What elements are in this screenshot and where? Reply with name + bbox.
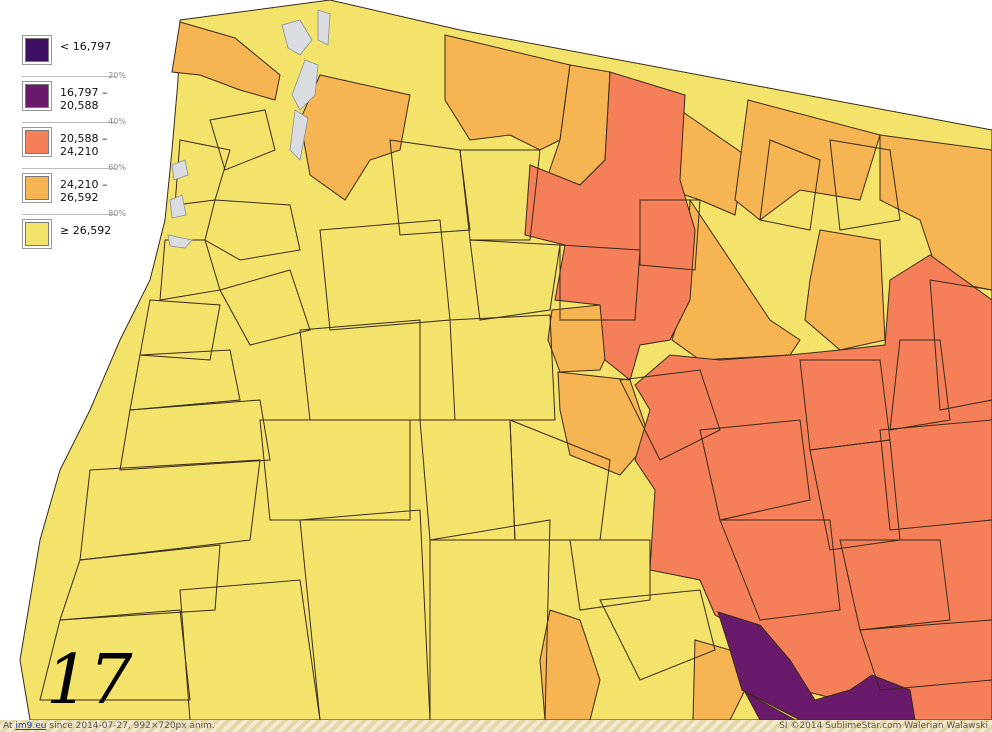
legend-divider	[22, 76, 116, 77]
legend: < 16,797 20% 16,797 – 20,588 40% 20,588 …	[22, 36, 134, 266]
region-purple-1	[717, 611, 916, 720]
legend-swatch	[25, 176, 49, 200]
footer-left: At im9.eu since 2014-07-27, 992×720px an…	[3, 720, 215, 732]
puget-sound-water	[167, 9, 331, 249]
footer-bar: At im9.eu since 2014-07-27, 992×720px an…	[0, 720, 992, 732]
legend-item-3: 40% 20,588 – 24,210	[22, 117, 134, 174]
legend-item-2: 20% 16,797 – 20,588	[22, 71, 134, 128]
region-light-orange-south2	[692, 639, 746, 720]
region-light-orange-south	[539, 609, 601, 720]
frame-number: 17	[46, 641, 133, 720]
legend-divider-percent: 20%	[108, 71, 126, 80]
legend-item-5: 80% ≥ 26,592	[22, 209, 134, 266]
legend-label: 20,588 – 24,210	[60, 132, 108, 158]
legend-swatch	[25, 38, 49, 62]
county-borders	[39, 109, 992, 720]
footer-credit: SI ©2014 SublimeStar.com Walerian Walaws…	[779, 721, 988, 731]
legend-label: ≥ 26,592	[60, 224, 112, 237]
legend-divider	[22, 122, 116, 123]
legend-divider	[22, 214, 116, 215]
legend-item-1: < 16,797	[22, 36, 134, 82]
legend-swatch	[25, 84, 49, 108]
footer-suffix: since 2014-07-27, 992×720px anim.	[49, 721, 215, 731]
footer-prefix: At	[3, 721, 13, 731]
legend-swatch	[25, 130, 49, 154]
legend-item-4: 60% 24,210 – 26,592	[22, 163, 134, 220]
region-orange-panhandle	[524, 71, 696, 381]
legend-label: < 16,797	[60, 40, 112, 53]
legend-divider-percent: 60%	[108, 163, 126, 172]
legend-divider-percent: 80%	[108, 209, 126, 218]
legend-label: 16,797 – 20,588	[60, 86, 108, 112]
legend-divider-percent: 40%	[108, 117, 126, 126]
legend-swatch	[25, 222, 49, 246]
legend-label: 24,210 – 26,592	[60, 178, 108, 204]
site-link[interactable]: im9.eu	[15, 721, 47, 731]
region-purple-2	[743, 690, 797, 720]
region-light-orange-nw	[171, 21, 281, 101]
legend-divider	[22, 168, 116, 169]
